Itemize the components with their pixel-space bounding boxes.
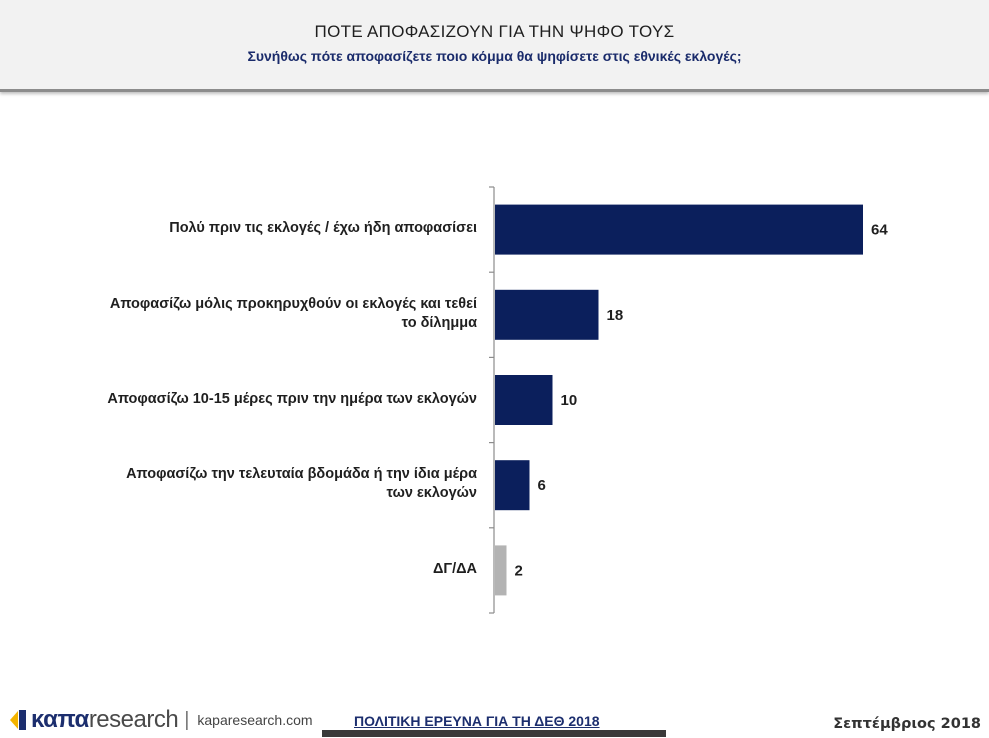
bar (495, 545, 507, 596)
category-label-line: Αποφασίζω 10-15 μέρες πριν την ημέρα των… (107, 390, 477, 407)
logo-separator: | (184, 708, 190, 731)
data-label: 2 (515, 562, 523, 579)
category-label-line: Αποφασίζω την τελευταία βδομάδα ή την ίδ… (126, 466, 477, 483)
data-label: 6 (538, 477, 546, 494)
category-label-line: Πολύ πριν τις εκλογές / έχω ήδη αποφασίσ… (169, 220, 477, 237)
category-label: Αποφασίζω 10-15 μέρες πριν την ημέρα των… (37, 390, 477, 409)
category-label-line: των εκλογών (386, 485, 478, 502)
category-label: Πολύ πριν τις εκλογές / έχω ήδη αποφασίσ… (37, 219, 477, 238)
header-band: ΠΟΤΕ ΑΠΟΦΑΣΙΖΟΥΝ ΓΙΑ ΤΗΝ ΨΗΦΟ ΤΟΥΣ Συνήθ… (0, 0, 989, 92)
data-label: 18 (607, 307, 624, 324)
kapa-research-logo: καπαresearch | kaparesearch.com (8, 705, 313, 735)
logo-mark-icon (8, 707, 28, 733)
data-label: 10 (561, 392, 578, 409)
category-label: ΔΓ/ΔΑ (37, 560, 477, 579)
category-label-line: το δίλημμα (401, 314, 477, 331)
category-label: Αποφασίζω την τελευταία βδομάδα ή την ίδ… (37, 465, 477, 503)
bar (495, 375, 553, 425)
footer-bar (322, 730, 666, 737)
page-subtitle: Συνήθως πότε αποφασίζετε ποιο κόμμα θα ψ… (247, 48, 742, 64)
data-label: 64 (871, 222, 888, 239)
logo-wordmark: καπαresearch (31, 706, 179, 734)
page-title: ΠΟΤΕ ΑΠΟΦΑΣΙΖΟΥΝ ΓΙΑ ΤΗΝ ΨΗΦΟ ΤΟΥΣ (314, 22, 675, 41)
category-label: Αποφασίζω μόλις προκηρυχθούν οι εκλογές … (37, 295, 477, 333)
bar (495, 289, 599, 340)
category-label-line: ΔΓ/ΔΑ (432, 560, 477, 577)
survey-date: Σεπτέμβριος 2018 (833, 716, 981, 732)
survey-title: ΠΟΛΙΤΙΚΗ ΕΡΕΥΝΑ ΓΙΑ ΤΗ ΔΕΘ 2018 (354, 713, 600, 729)
logo-brand: καπα (31, 706, 89, 733)
category-label-line: Αποφασίζω μόλις προκηρυχθούν οι εκλογές … (109, 295, 477, 312)
bar (495, 204, 863, 255)
logo-research: research (88, 706, 179, 733)
bar (495, 460, 530, 511)
website-url: kaparesearch.com (197, 712, 313, 728)
